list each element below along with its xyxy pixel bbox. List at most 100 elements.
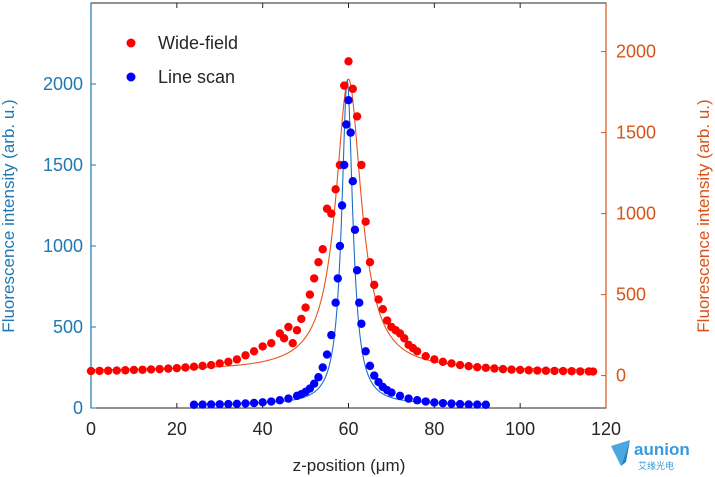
line-scan-point bbox=[337, 201, 347, 210]
wide-field-point bbox=[249, 347, 259, 356]
line-scan-point bbox=[249, 398, 259, 408]
legend-label-wide-field: Wide-field bbox=[158, 33, 238, 53]
legend-label-line-scan: Line scan bbox=[158, 67, 235, 87]
line-scan-point bbox=[387, 388, 396, 397]
logo-mark-icon bbox=[611, 440, 630, 466]
tick-labels: 0 20 40 60 80 100 120 0 500 1000 1500 2000 0 500 1000 1… bbox=[43, 42, 656, 439]
wide-field-point bbox=[181, 363, 190, 372]
line-scan-point bbox=[350, 225, 360, 234]
line-scan-point bbox=[322, 350, 332, 359]
wide-field-point bbox=[314, 258, 323, 267]
line-scan-point bbox=[331, 298, 340, 307]
line-scan-point bbox=[355, 298, 364, 307]
line-scan-point bbox=[333, 274, 342, 283]
line-scan-point bbox=[258, 398, 267, 407]
wide-field-point bbox=[292, 326, 302, 335]
wide-field-point bbox=[138, 365, 147, 374]
wide-field-point bbox=[172, 363, 182, 373]
line-scan-point bbox=[481, 400, 491, 409]
wide-field-point bbox=[473, 362, 482, 372]
y-tick-label-left: 500 bbox=[53, 317, 83, 337]
wide-field-points bbox=[86, 57, 598, 376]
x-tick-label: 100 bbox=[505, 419, 535, 439]
line-scan-point bbox=[365, 361, 375, 371]
wide-field-point bbox=[370, 280, 379, 290]
line-scan-point bbox=[412, 396, 422, 405]
wide-field-point bbox=[541, 366, 551, 375]
y-tick-label-left: 2000 bbox=[43, 74, 83, 94]
line-scan-point bbox=[198, 400, 207, 409]
x-tick-label: 120 bbox=[591, 419, 621, 439]
wide-field-point bbox=[382, 316, 392, 325]
x-tick-label: 0 bbox=[86, 419, 96, 439]
x-axis-label: z-position (μm) bbox=[293, 456, 406, 475]
wide-field-point bbox=[340, 81, 349, 90]
line-scan-point bbox=[340, 160, 349, 170]
line-scan-point bbox=[464, 400, 473, 409]
wide-field-point bbox=[378, 304, 388, 314]
wide-field-point bbox=[455, 360, 465, 370]
legend: Wide-field Line scan bbox=[126, 33, 238, 87]
wide-field-point bbox=[412, 347, 422, 356]
wide-field-point bbox=[112, 366, 121, 375]
wide-field-point bbox=[215, 359, 224, 368]
wide-field-point bbox=[365, 258, 375, 267]
wide-field-point bbox=[348, 84, 357, 94]
wide-field-point bbox=[430, 355, 439, 364]
wide-field-point bbox=[198, 361, 207, 371]
legend-marker-wide-field bbox=[126, 38, 136, 48]
aunion-logo: aunion 艾缘光电 bbox=[611, 440, 690, 472]
wide-field-point bbox=[103, 366, 113, 375]
line-scan-point bbox=[404, 394, 413, 403]
wide-field-point bbox=[421, 351, 430, 361]
wide-field-point bbox=[284, 322, 293, 332]
wide-field-point bbox=[258, 342, 267, 351]
y-axis-label-right: Fluorescence intensity (arb. u.) bbox=[694, 99, 713, 332]
x-tick-label: 80 bbox=[424, 419, 444, 439]
line-scan-point bbox=[206, 400, 216, 409]
line-scan-point bbox=[344, 96, 353, 105]
wide-field-point bbox=[374, 295, 383, 304]
line-scan-point bbox=[284, 394, 293, 403]
wide-field-point bbox=[447, 359, 456, 368]
wide-field-point bbox=[129, 365, 139, 375]
line-scan-point bbox=[395, 391, 405, 401]
wide-field-point bbox=[438, 357, 448, 367]
wide-field-point bbox=[232, 355, 242, 364]
line-scan-point bbox=[232, 399, 242, 408]
y-tick-label-right: 0 bbox=[616, 366, 626, 386]
y-tick-label-left: 1500 bbox=[43, 155, 83, 175]
wide-field-point bbox=[361, 217, 370, 226]
line-scan-point bbox=[346, 128, 355, 137]
y-tick-label-left: 0 bbox=[73, 398, 83, 418]
line-scan-point bbox=[455, 399, 465, 409]
wide-field-point bbox=[558, 366, 568, 376]
wide-field-point bbox=[464, 362, 473, 371]
line-scan-point bbox=[352, 266, 362, 275]
wide-field-point bbox=[550, 366, 559, 376]
wide-field-point bbox=[189, 362, 199, 371]
line-scan-point bbox=[224, 399, 233, 409]
wide-field-point bbox=[288, 339, 297, 348]
wide-field-point bbox=[498, 364, 508, 374]
wide-field-point bbox=[490, 364, 499, 373]
wide-field-point bbox=[206, 360, 216, 370]
wide-field-point bbox=[224, 357, 233, 367]
line-scan-point bbox=[309, 379, 319, 388]
logo-tagline-text: 艾缘光电 bbox=[638, 460, 674, 472]
line-scan-point bbox=[335, 241, 345, 251]
x-tick-label: 60 bbox=[338, 419, 358, 439]
line-scan-point bbox=[361, 347, 370, 356]
wide-field-point bbox=[344, 57, 353, 66]
wide-field-point bbox=[146, 365, 156, 374]
wide-field-point bbox=[297, 314, 306, 324]
line-scan-point bbox=[318, 363, 327, 372]
line-scan-point bbox=[447, 399, 456, 408]
x-tick-label: 40 bbox=[253, 419, 273, 439]
wide-field-point bbox=[524, 366, 533, 375]
wide-field-point bbox=[331, 185, 340, 194]
wide-field-point bbox=[86, 366, 96, 376]
line-scan-point bbox=[421, 397, 430, 406]
wide-field-point bbox=[95, 366, 104, 376]
